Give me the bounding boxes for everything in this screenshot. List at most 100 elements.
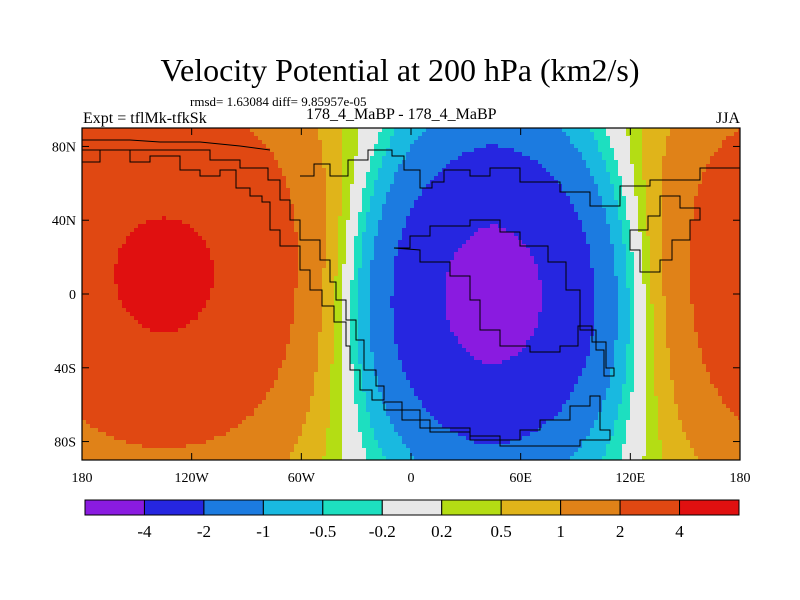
field-cell: [666, 196, 671, 201]
field-cell: [670, 184, 675, 189]
field-cell: [598, 200, 603, 205]
field-cell: [570, 192, 575, 197]
field-cell: [342, 152, 347, 157]
field-cell: [710, 164, 715, 169]
field-cell: [730, 212, 735, 217]
field-cell: [122, 128, 127, 133]
field-cell: [542, 188, 547, 193]
field-cell: [94, 172, 99, 177]
field-cell: [342, 176, 347, 181]
field-cell: [354, 232, 359, 237]
field-cell: [294, 156, 299, 161]
field-cell: [378, 188, 383, 193]
field-cell: [350, 172, 355, 177]
field-cell: [302, 140, 307, 145]
field-cell: [578, 228, 583, 233]
field-cell: [246, 180, 251, 185]
field-cell: [222, 200, 227, 205]
field-cell: [338, 184, 343, 189]
field-cell: [470, 156, 475, 161]
field-cell: [470, 184, 475, 189]
field-cell: [358, 176, 363, 181]
field-cell: [306, 192, 311, 197]
field-cell: [466, 200, 471, 205]
field-cell: [674, 132, 679, 137]
field-cell: [558, 172, 563, 177]
field-cell: [286, 180, 291, 185]
field-cell: [498, 136, 503, 141]
field-cell: [90, 204, 95, 209]
field-cell: [402, 132, 407, 137]
field-cell: [450, 140, 455, 145]
field-cell: [126, 196, 131, 201]
field-cell: [486, 244, 491, 249]
field-cell: [166, 176, 171, 181]
field-cell: [670, 212, 675, 217]
field-cell: [382, 184, 387, 189]
field-cell: [578, 192, 583, 197]
field-cell: [606, 164, 611, 169]
field-cell: [694, 204, 699, 209]
field-cell: [402, 152, 407, 157]
field-cell: [98, 216, 103, 221]
field-cell: [494, 204, 499, 209]
field-cell: [626, 196, 631, 201]
field-cell: [294, 240, 299, 245]
field-cell: [222, 232, 227, 237]
field-cell: [654, 144, 659, 149]
field-cell: [334, 156, 339, 161]
field-cell: [522, 148, 527, 153]
field-cell: [190, 216, 195, 221]
field-cell: [110, 228, 115, 233]
field-cell: [94, 192, 99, 197]
field-cell: [474, 200, 479, 205]
field-cell: [142, 132, 147, 137]
field-cell: [86, 244, 91, 249]
field-cell: [234, 136, 239, 141]
field-cell: [666, 200, 671, 205]
field-cell: [450, 184, 455, 189]
field-cell: [418, 128, 423, 133]
field-cell: [306, 236, 311, 241]
field-cell: [278, 156, 283, 161]
field-cell: [326, 164, 331, 169]
field-cell: [574, 168, 579, 173]
field-cell: [738, 152, 741, 157]
field-cell: [374, 188, 379, 193]
field-cell: [178, 144, 183, 149]
field-cell: [710, 152, 715, 157]
field-cell: [286, 224, 291, 229]
field-cell: [378, 200, 383, 205]
field-cell: [194, 200, 199, 205]
field-cell: [342, 160, 347, 165]
field-cell: [162, 132, 167, 137]
field-cell: [86, 224, 91, 229]
field-cell: [662, 240, 667, 245]
field-cell: [202, 168, 207, 173]
field-cell: [530, 148, 535, 153]
field-cell: [410, 236, 415, 241]
field-cell: [282, 172, 287, 177]
field-cell: [350, 232, 355, 237]
field-cell: [330, 132, 335, 137]
field-cell: [318, 204, 323, 209]
field-cell: [318, 228, 323, 233]
field-cell: [174, 224, 179, 229]
field-cell: [718, 164, 723, 169]
field-cell: [574, 200, 579, 205]
field-cell: [606, 232, 611, 237]
field-cell: [306, 136, 311, 141]
field-cell: [158, 164, 163, 169]
field-cell: [294, 136, 299, 141]
field-cell: [270, 240, 275, 245]
field-cell: [330, 168, 335, 173]
field-cell: [150, 240, 155, 245]
field-cell: [650, 236, 655, 241]
field-cell: [258, 240, 263, 245]
field-cell: [262, 224, 267, 229]
field-cell: [374, 228, 379, 233]
field-cell: [446, 196, 451, 201]
field-cell: [450, 136, 455, 141]
field-cell: [82, 212, 87, 217]
field-cell: [110, 212, 115, 217]
